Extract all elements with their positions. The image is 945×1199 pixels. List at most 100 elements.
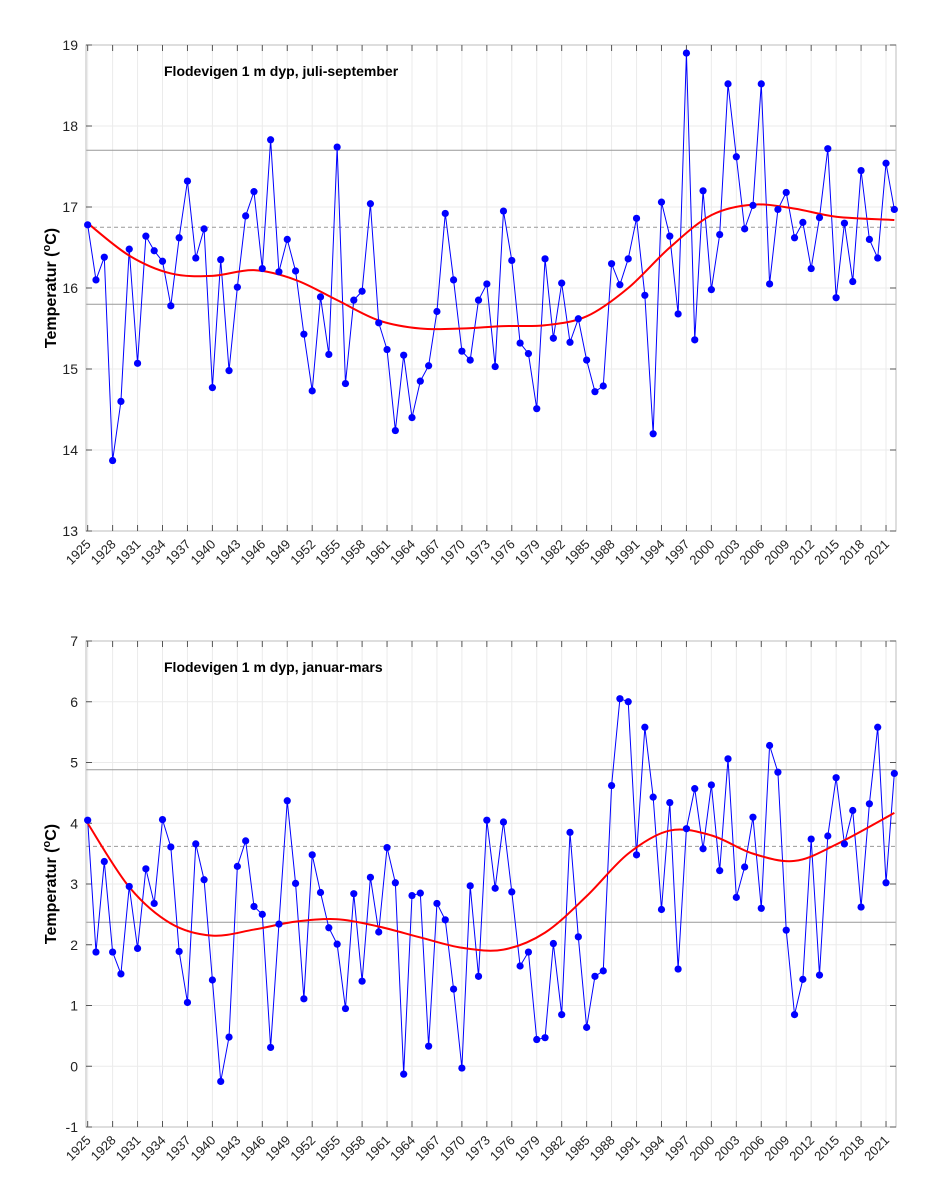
series-line: [87, 698, 895, 1082]
data-point-1966: [425, 1042, 433, 1050]
data-point-1995: [666, 798, 674, 807]
x-tick-label: 1943: [212, 1133, 243, 1164]
data-point-1956: [341, 1004, 350, 1013]
x-tick-label: 1970: [437, 1133, 468, 1164]
y-label-superscript: o: [41, 245, 53, 252]
data-point-2018: [857, 903, 865, 911]
data-point-2003: [732, 153, 740, 161]
data-point-1996: [674, 965, 682, 973]
data-point-2008: [774, 768, 782, 776]
data-point-1967: [433, 307, 441, 316]
data-point-1961: [383, 843, 391, 852]
x-tick-label: 1934: [138, 537, 169, 568]
data-point-1975: [499, 207, 508, 215]
data-point-1964: [408, 414, 416, 422]
data-point-1937: [183, 998, 192, 1007]
data-point-1982: [558, 279, 566, 287]
x-tick-label: 2000: [686, 537, 717, 568]
data-point-1948: [275, 268, 283, 276]
data-point-2007: [765, 280, 774, 288]
data-point-2015: [832, 294, 840, 302]
data-point-1979: [533, 1035, 541, 1044]
x-tick-label: 1955: [312, 1133, 343, 1164]
data-point-2015: [832, 774, 840, 782]
data-point-1991: [632, 214, 641, 222]
data-point-1970: [458, 1064, 466, 1072]
data-point-2002: [724, 80, 732, 88]
y-tick-label: 1: [70, 998, 78, 1014]
data-point-1927: [100, 857, 108, 866]
data-point-1948: [275, 920, 283, 928]
data-point-1993: [649, 793, 657, 801]
y-label-unit: C): [43, 228, 60, 245]
data-point-1981: [549, 334, 557, 342]
data-point-1977: [516, 339, 524, 347]
data-point-1930: [125, 882, 133, 891]
data-point-1939: [200, 876, 208, 884]
x-tick-label: 1994: [637, 1133, 668, 1164]
data-point-1930: [125, 245, 133, 253]
data-point-1958: [358, 287, 366, 295]
y-label-text: Temperatur (: [43, 847, 60, 944]
y-tick-label: -1: [66, 1119, 79, 1135]
data-point-1932: [142, 232, 150, 240]
data-point-1940: [208, 384, 217, 392]
data-point-2006: [757, 904, 765, 912]
x-tick-label: 1994: [637, 537, 668, 568]
data-point-1973: [483, 816, 491, 824]
data-point-2014: [824, 145, 832, 153]
x-tick-label: 1925: [63, 537, 94, 568]
x-tick-label: 2021: [861, 537, 892, 568]
x-tick-label: 2009: [761, 1133, 792, 1164]
x-tick-label: 1979: [512, 1133, 543, 1164]
data-point-1994: [657, 198, 666, 206]
x-tick-label: 1991: [612, 1133, 643, 1164]
data-point-1994: [657, 905, 666, 914]
data-point-1987: [599, 382, 607, 390]
data-point-2021: [882, 879, 890, 887]
data-point-1946: [258, 910, 266, 918]
x-tick-label: 1976: [487, 1133, 518, 1164]
data-point-1988: [607, 260, 616, 268]
y-tick-label: 4: [70, 815, 78, 831]
data-point-2016: [840, 219, 849, 227]
data-point-1991: [632, 851, 641, 859]
data-point-1980: [541, 1034, 549, 1042]
x-tick-label: 1964: [387, 537, 418, 568]
data-point-1969: [449, 276, 458, 284]
chart-title: Flodevigen 1 m dyp, juli-september: [164, 63, 399, 79]
data-point-1947: [267, 1043, 275, 1052]
data-point-2011: [799, 975, 807, 983]
data-point-1965: [416, 889, 424, 897]
data-point-2009: [782, 188, 790, 197]
data-point-1929: [117, 970, 125, 978]
data-point-1938: [192, 840, 200, 848]
data-point-2018: [857, 166, 865, 175]
data-point-1949: [283, 797, 291, 805]
data-point-1997: [682, 825, 691, 833]
x-tick-label: 2006: [736, 537, 767, 568]
x-tick-label: 2012: [786, 1133, 817, 1164]
data-point-1933: [150, 899, 158, 908]
data-point-1929: [117, 397, 125, 405]
data-point-1988: [607, 781, 616, 790]
x-tick-label: 1979: [512, 537, 543, 568]
data-point-2020: [874, 723, 882, 731]
data-point-2012: [807, 264, 815, 273]
x-tick-label: 1928: [88, 537, 119, 568]
data-point-2012: [807, 835, 815, 843]
data-point-2013: [815, 213, 824, 222]
data-point-1954: [325, 350, 333, 359]
data-point-2021: [882, 159, 890, 167]
data-point-1969: [449, 985, 458, 993]
data-point-1958: [358, 977, 366, 985]
x-tick-label: 2012: [786, 537, 817, 568]
data-point-2017: [849, 806, 857, 815]
data-point-1966: [425, 362, 433, 370]
data-point-1972: [474, 972, 483, 980]
y-label-superscript: o: [41, 841, 53, 848]
x-tick-label: 1958: [337, 1133, 368, 1164]
data-point-1976: [508, 888, 516, 896]
data-point-1992: [641, 723, 649, 731]
data-point-2019: [865, 800, 873, 808]
